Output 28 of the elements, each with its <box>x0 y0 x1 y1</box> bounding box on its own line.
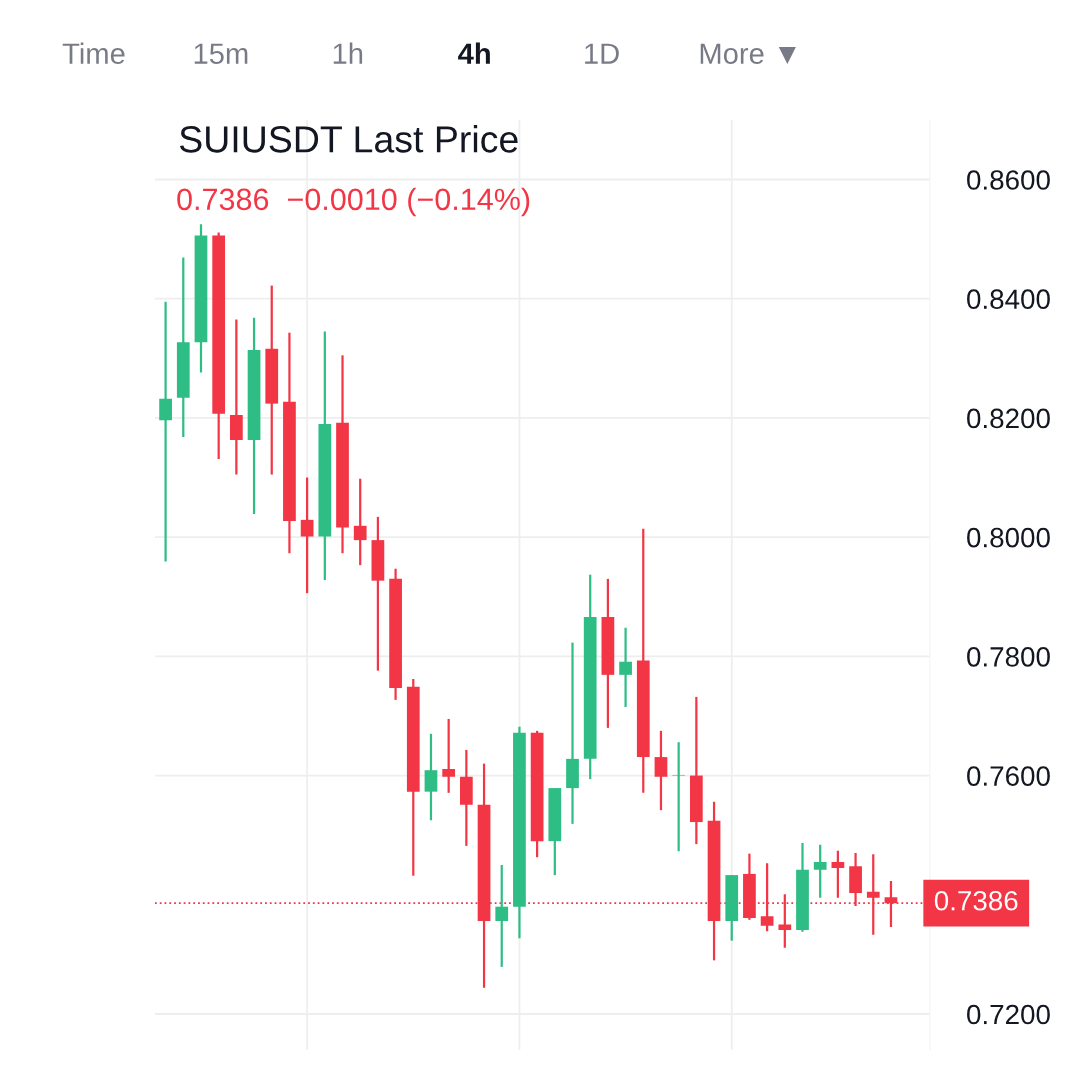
y-tick-label: 0.7600 <box>967 766 1050 786</box>
text: 1D <box>585 43 619 64</box>
candlestick <box>442 717 456 794</box>
text: 0.7386 −0.0010 (−0.14%) <box>177 187 530 217</box>
candlestick <box>159 300 172 563</box>
text: More ▼ <box>700 43 796 65</box>
candlestick <box>813 843 827 899</box>
ref-line-label: 0.7386 <box>934 890 1018 911</box>
y-tick-label: 0.8600 <box>967 170 1050 190</box>
text: 4h <box>458 42 490 64</box>
candlestick <box>495 863 509 969</box>
y-tick-label: 0.7800 <box>967 647 1050 667</box>
y-tick-label: 0.8000 <box>967 527 1050 548</box>
chart-title: SUIUSDT Last Price <box>179 125 518 153</box>
text: 15m <box>194 43 248 64</box>
candlestick <box>866 853 880 936</box>
candlestick <box>672 741 686 853</box>
candlestick <box>300 476 314 595</box>
candlestick <box>654 729 668 812</box>
text: 1h <box>333 42 363 64</box>
candlestick <box>619 626 632 709</box>
y-tick-label: 0.7200 <box>967 1004 1050 1025</box>
candlestick <box>424 732 438 822</box>
text: Time <box>62 42 125 64</box>
y-tick-label: 0.8400 <box>967 289 1050 310</box>
y-tick-label: 0.8200 <box>967 408 1050 429</box>
candlestick <box>831 849 845 899</box>
candlestick <box>353 477 367 567</box>
